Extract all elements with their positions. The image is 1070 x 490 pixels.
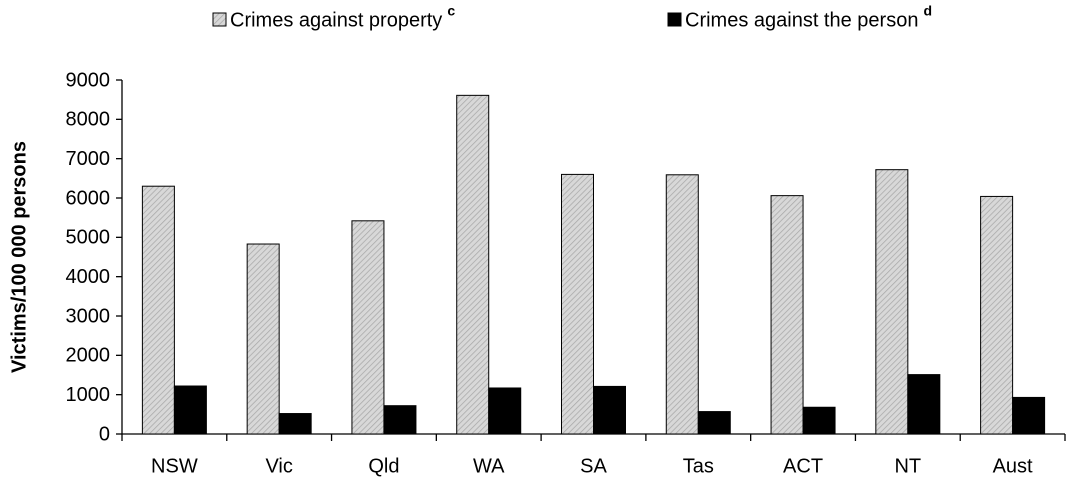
y-tick-label: 8000 (66, 109, 111, 131)
bar (456, 94, 490, 435)
bar (802, 406, 836, 435)
x-tick-label: SA (580, 455, 607, 477)
y-tick-label: 9000 (66, 69, 111, 91)
bar (980, 195, 1014, 435)
bar (665, 174, 699, 435)
y-tick-label: 5000 (66, 227, 111, 249)
bar (875, 169, 909, 435)
bar (173, 385, 207, 435)
bar (246, 243, 280, 435)
legend-label: Crimes against property (230, 9, 442, 31)
y-tick-label: 6000 (66, 187, 111, 209)
legend-note: d (923, 3, 932, 19)
x-tick-label: WA (473, 455, 505, 477)
legend-label: Crimes against the person (685, 9, 918, 31)
bar (907, 374, 941, 435)
bar (593, 385, 626, 435)
y-tick-label: 4000 (66, 266, 111, 288)
bar (697, 411, 731, 435)
x-tick-label: ACT (783, 455, 823, 477)
legend-swatch (667, 12, 682, 27)
bar (278, 413, 312, 435)
legend-note: c (447, 3, 455, 19)
bar (351, 220, 385, 435)
bar (488, 387, 522, 435)
bar (383, 405, 417, 435)
y-axis-title: Victims/100 000 persons (8, 141, 30, 373)
y-tick-label: 1000 (66, 384, 111, 406)
y-tick-label: 7000 (66, 148, 111, 170)
y-tick-label: 3000 (66, 305, 111, 327)
bar (561, 173, 594, 435)
x-tick-label: Vic (265, 455, 292, 477)
bar (770, 195, 804, 435)
legend-swatch (212, 12, 227, 27)
bar (1012, 396, 1046, 435)
x-tick-label: NT (894, 455, 921, 477)
bar (141, 185, 175, 435)
y-tick-label: 2000 (66, 345, 111, 367)
x-tick-label: NSW (151, 455, 198, 477)
y-tick-label: 0 (99, 423, 110, 445)
x-tick-label: Aust (993, 455, 1033, 477)
x-tick-label: Qld (368, 455, 399, 477)
x-tick-label: Tas (683, 455, 714, 477)
